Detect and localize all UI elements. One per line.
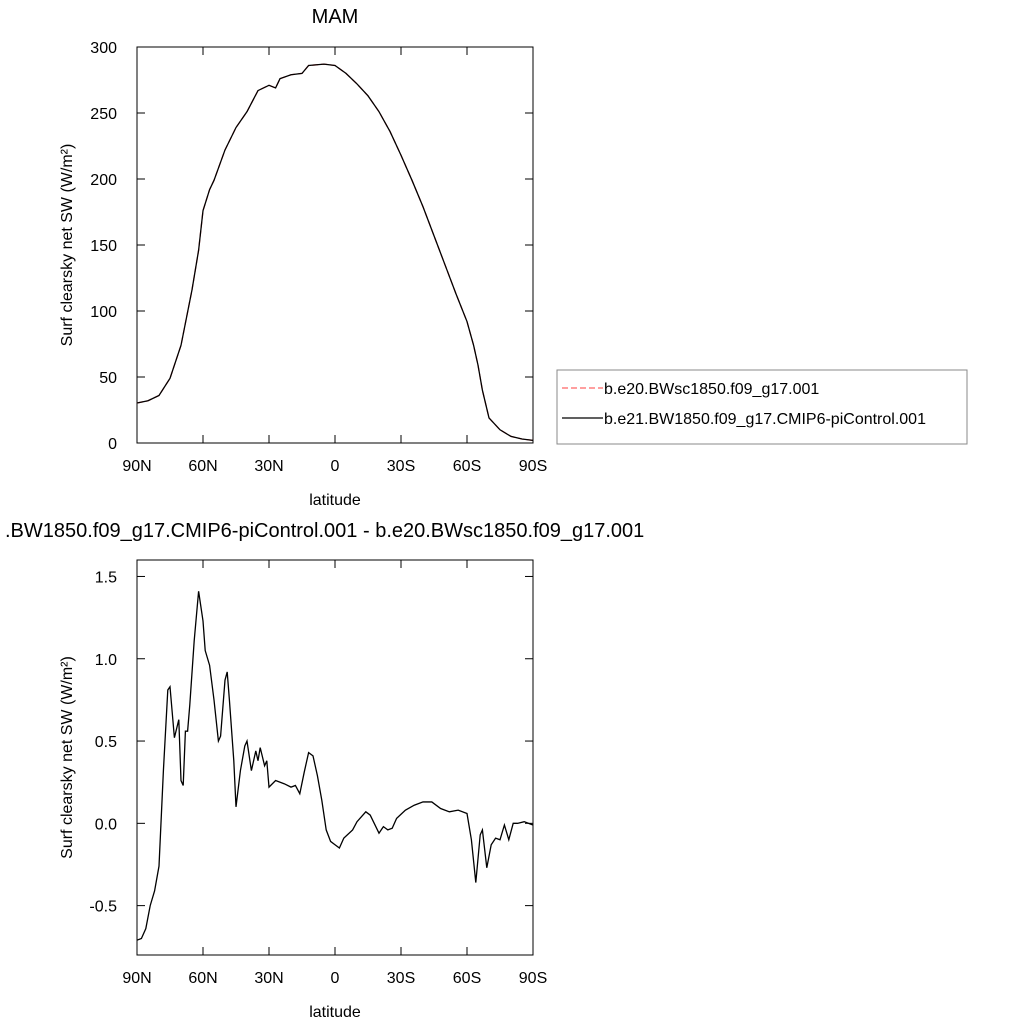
y-tick-label: 50	[99, 370, 117, 387]
x-tick-label: 30N	[254, 970, 283, 987]
data-line	[136, 63, 534, 442]
data-line	[136, 63, 534, 442]
x-tick-label: 30N	[254, 458, 283, 475]
y-tick-label: 250	[90, 106, 117, 123]
x-tick-label: 90N	[122, 970, 151, 987]
legend-label: b.e20.BWsc1850.f09_g17.001	[604, 381, 819, 398]
y-tick-label: 0.0	[95, 816, 117, 833]
x-tick-label: 90S	[519, 458, 547, 475]
plot-frame	[136, 46, 534, 444]
legend-label: b.e21.BW1850.f09_g17.CMIP6-piControl.001	[604, 411, 926, 428]
y-tick-label: 300	[90, 40, 117, 57]
x-tick-label: 60S	[453, 458, 481, 475]
x-axis-label: latitude	[309, 1004, 361, 1021]
y-axis-label: Surf clearsky net SW (W/m²)	[59, 144, 76, 347]
chart-title: .BW1850.f09_g17.CMIP6-piControl.001 - b.…	[5, 520, 644, 542]
x-tick-label: 90S	[519, 970, 547, 987]
x-tick-label: 30S	[387, 458, 415, 475]
y-tick-label: 0.5	[95, 734, 117, 751]
y-tick-label: 1.5	[95, 569, 117, 586]
legend-box	[556, 369, 968, 445]
y-tick-label: 150	[90, 238, 117, 255]
x-tick-label: 60S	[453, 970, 481, 987]
x-tick-label: 90N	[122, 458, 151, 475]
y-axis-label: Surf clearsky net SW (W/m²)	[59, 656, 76, 859]
data-line	[136, 591, 534, 941]
y-tick-label: 0	[108, 436, 117, 453]
y-tick-label: 100	[90, 304, 117, 321]
x-tick-label: 0	[331, 458, 340, 475]
x-tick-label: 30S	[387, 970, 415, 987]
chart-title: MAM	[312, 6, 359, 28]
x-tick-label: 60N	[188, 970, 217, 987]
y-tick-label: 1.0	[95, 652, 117, 669]
x-tick-label: 0	[331, 970, 340, 987]
y-tick-label: -0.5	[89, 899, 117, 916]
y-tick-label: 200	[90, 172, 117, 189]
x-axis-label: latitude	[309, 492, 361, 509]
plot-frame	[136, 559, 534, 956]
x-tick-label: 60N	[188, 458, 217, 475]
